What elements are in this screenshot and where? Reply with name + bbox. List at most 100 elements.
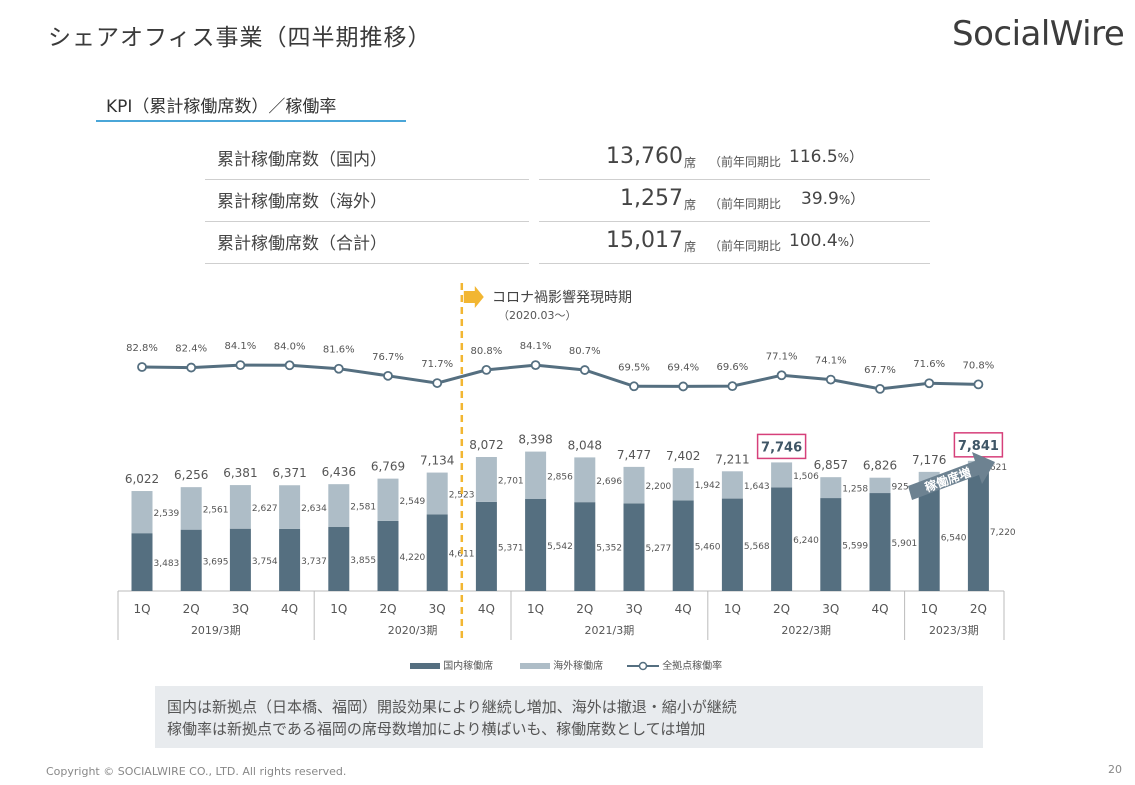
bar-label-domestic: 6,540	[941, 534, 967, 544]
period-label: 2022/3期	[781, 624, 831, 637]
x-tick-label: 2Q	[576, 602, 593, 616]
bar-total-label: 7,176	[912, 453, 946, 467]
bar-overseas	[869, 477, 891, 494]
occupancy-rate-label: 70.8%	[963, 360, 995, 371]
kpi-yoy-label: （前年同期比	[709, 197, 782, 211]
bar-total-label: 7,477	[617, 448, 651, 462]
bar-total-label: 7,841	[958, 439, 999, 454]
bar-domestic	[525, 499, 547, 591]
kpi-yoy-close: ）	[849, 234, 864, 250]
occupancy-rate-point	[776, 370, 787, 381]
occupancy-rate-point	[383, 370, 393, 381]
bar-label-overseas: 2,200	[646, 482, 672, 492]
bar-total-label: 7,134	[420, 454, 454, 468]
occupancy-rate-point	[186, 362, 197, 373]
x-tick-label: 2Q	[970, 602, 987, 616]
x-tick-label: 4Q	[675, 602, 692, 616]
occupancy-rate-label: 82.4%	[175, 344, 207, 355]
x-tick-label: 3Q	[429, 602, 446, 616]
occupancy-rate-point	[727, 381, 738, 392]
occupancy-rate-label: 69.6%	[717, 362, 749, 373]
x-tick-label: 3Q	[822, 602, 839, 616]
occupancy-rate-point	[481, 364, 492, 375]
kpi-yoy-close: ）	[850, 192, 865, 208]
kpi-label: 累計稼働席数（国内）	[205, 140, 529, 180]
growth-arrow-label: 稼働席増	[923, 464, 973, 495]
company-logo: SocialWire	[952, 14, 1125, 54]
occupancy-rate-label: 80.7%	[569, 346, 601, 357]
bar-total-label: 6,371	[272, 466, 306, 480]
occupancy-rate-label: 80.8%	[471, 346, 503, 357]
kpi-value: 15,017	[606, 228, 683, 253]
bar-domestic	[279, 528, 301, 591]
bar-overseas	[525, 451, 547, 500]
bar-label-domestic: 3,754	[252, 557, 278, 567]
occupancy-rate-point	[875, 383, 885, 394]
kpi-yoy-value: 116.5%）	[789, 147, 863, 167]
occupancy-rate-label: 74.1%	[815, 356, 847, 367]
occupancy-rate-label: 69.4%	[667, 362, 699, 373]
bar-label-overseas: 1,942	[695, 481, 721, 491]
legend-domestic: 国内稼働席	[410, 657, 493, 672]
note-line-2: 稼働率は新拠点である福岡の席母数増加により横ばいも、稼働席数としては増加	[167, 720, 706, 738]
corona-impact-label: コロナ禍影響発現時期	[492, 290, 632, 306]
bar-domestic	[475, 501, 497, 591]
bar-total-label: 8,398	[518, 433, 552, 447]
occupancy-rate-point	[530, 360, 541, 371]
kpi-yoy-pct: %	[838, 193, 851, 207]
kpi-value-cell: 15,017 席 （前年同期比 100.4%）	[539, 224, 930, 264]
bar-label-domestic: 5,352	[596, 544, 622, 554]
occupancy-rate-point	[579, 365, 590, 375]
kpi-value: 1,257	[620, 186, 683, 211]
bar-label-overseas: 2,561	[203, 505, 229, 515]
bar-domestic	[820, 498, 842, 591]
bar-domestic	[328, 527, 350, 591]
bar-domestic	[377, 520, 399, 591]
occupancy-rate-point	[432, 378, 443, 388]
bar-overseas	[771, 462, 793, 488]
kpi-yoy-number: 100.4	[789, 231, 838, 251]
bar-label-overseas: 2,539	[154, 509, 180, 519]
occupancy-rate-label: 82.8%	[126, 343, 158, 354]
legend-label: 海外稼働席	[553, 661, 604, 672]
growth-arrow-icon	[908, 452, 995, 500]
bar-label-overseas: 2,549	[400, 497, 426, 507]
bar-total-label: 6,826	[863, 459, 897, 473]
kpi-unit: 席	[684, 240, 697, 254]
bar-label-overseas: 2,634	[301, 504, 327, 514]
kpi-value-cell: 1,257 席 （前年同期比 39.9%）	[539, 182, 930, 222]
kpi-unit: 席	[684, 156, 697, 170]
kpi-row-total: 累計稼働席数（合計） 15,017 席 （前年同期比 100.4%）	[205, 224, 930, 266]
bar-domestic	[771, 487, 793, 591]
x-tick-label: 3Q	[625, 602, 642, 616]
bar-domestic	[721, 498, 743, 591]
occupancy-rate-label: 71.7%	[421, 359, 453, 370]
period-label: 2019/3期	[191, 624, 241, 637]
kpi-yoy-label: （前年同期比	[709, 155, 782, 169]
bar-label-domestic: 5,568	[744, 542, 770, 552]
x-tick-label: 3Q	[232, 602, 249, 616]
bar-domestic	[229, 528, 251, 591]
legend-overseas: 海外稼働席	[520, 657, 603, 672]
bar-total-label: 8,072	[469, 438, 503, 452]
bar-overseas	[229, 485, 251, 529]
kpi-label: 累計稼働席数（合計）	[205, 224, 529, 264]
bar-label-domestic: 3,737	[301, 557, 327, 567]
x-tick-label: 1Q	[133, 602, 150, 616]
highlight-box	[953, 432, 1004, 458]
occupancy-rate-label: 84.0%	[274, 341, 306, 352]
highlight-box	[756, 433, 807, 460]
period-label: 2021/3期	[585, 624, 635, 637]
bar-label-overseas: 1,643	[744, 482, 770, 492]
bar-label-domestic: 5,542	[547, 542, 573, 552]
bar-overseas	[672, 468, 694, 501]
bar-label-overseas: 1,258	[842, 485, 868, 495]
bar-overseas	[131, 491, 153, 534]
x-tick-label: 2Q	[773, 602, 790, 616]
kpi-yoy-value: 39.9%）	[801, 189, 864, 209]
bar-domestic	[426, 514, 448, 591]
bar-label-overseas: 2,523	[449, 491, 475, 501]
bar-domestic	[967, 471, 989, 591]
bar-label-domestic: 5,901	[892, 539, 918, 549]
